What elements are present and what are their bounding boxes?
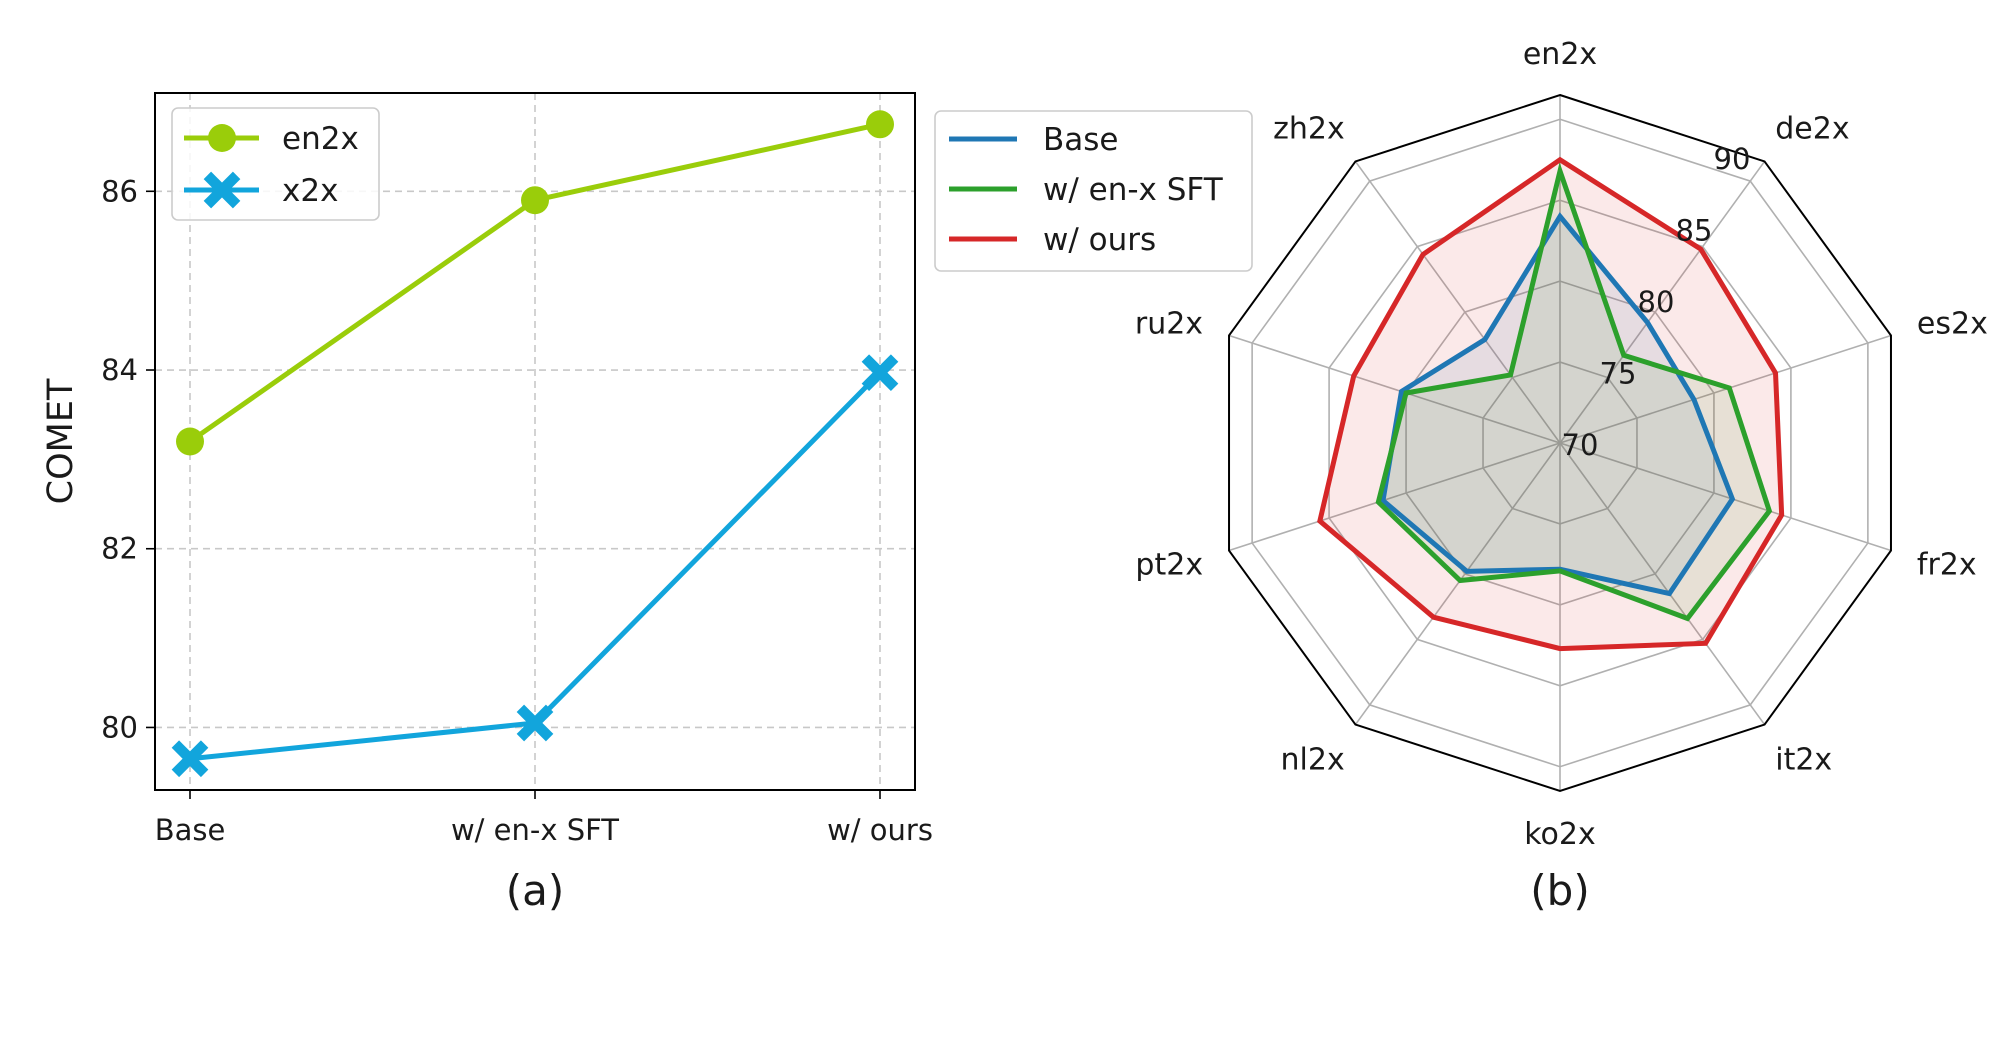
radar-axis-labels: en2x de2x es2x fr2x it2x ko2x nl2x pt2x ru2x zh2x — [1135, 37, 1988, 852]
radar-spoke — [1559, 442, 1892, 552]
radar-axis-label: fr2x — [1917, 548, 1977, 583]
y-tick-label: 82 — [101, 532, 138, 566]
x-tick-label: Base — [155, 813, 226, 847]
radar-chart-panel: en2x de2x es2x fr2x it2x ko2x nl2x pt2x ru2x zh2x… — [934, 37, 1988, 915]
legend-label: w/ ours — [1043, 222, 1156, 258]
radar-axis-label: zh2x — [1273, 111, 1345, 146]
radar-radial-tick-label: 90 — [1714, 142, 1751, 176]
radar-grid — [1228, 93, 1892, 793]
line-chart-caption: (a) — [506, 866, 565, 915]
legend-label: w/ en-x SFT — [1043, 172, 1224, 208]
data-point — [516, 704, 554, 742]
radar-axis-label: es2x — [1917, 306, 1988, 341]
radar-series-fill — [1382, 216, 1733, 594]
radar-radial-tick-label: 80 — [1638, 285, 1675, 319]
data-point — [171, 740, 209, 778]
radar-axis-label: ko2x — [1524, 817, 1596, 852]
radar-series-line-1 — [1375, 162, 1773, 622]
radar-spoke — [1228, 334, 1561, 444]
radar-axis-label: pt2x — [1135, 548, 1203, 583]
legend-label: en2x — [282, 121, 359, 157]
legend-box — [934, 110, 1253, 272]
legend-marker — [208, 124, 236, 152]
radar-spoke — [1228, 442, 1561, 552]
radar-series-fill — [1378, 171, 1770, 619]
radar-series-line-2 — [1317, 156, 1785, 652]
data-point — [861, 354, 899, 392]
radar-axis-label: en2x — [1523, 37, 1597, 72]
radar-axis-label: ru2x — [1135, 306, 1203, 341]
radar-radial-tick-label: 75 — [1600, 357, 1637, 391]
radar-spoke — [1559, 442, 1766, 726]
line-chart-series — [171, 110, 899, 778]
radar-axis-label: nl2x — [1281, 743, 1345, 778]
radar-chart-caption: (b) — [1530, 866, 1589, 915]
legend-label: Base — [1043, 122, 1119, 158]
data-point — [866, 110, 894, 139]
radar-outer-frame — [1228, 93, 1892, 793]
data-point — [176, 427, 204, 456]
radar-spoke — [1354, 442, 1561, 726]
radar-radial-tick-label: 85 — [1676, 214, 1713, 248]
x-tick-label: w/ en-x SFT — [451, 813, 619, 847]
radar-radial-ticks: 70 75 80 85 90 — [1562, 142, 1751, 462]
radar-spoke — [1354, 160, 1561, 444]
legend-label: x2x — [282, 173, 338, 209]
y-tick-label: 86 — [101, 174, 138, 208]
y-axis-label: COMET — [41, 378, 81, 504]
radar-axis-label: it2x — [1775, 743, 1832, 778]
data-point — [521, 186, 549, 215]
radar-radial-tick-label: 70 — [1562, 428, 1599, 462]
radar-axis-label: de2x — [1775, 111, 1849, 146]
radar-legend: Base w/ en-x SFT w/ ours — [934, 110, 1253, 272]
line-chart-panel: Base w/ en-x SFT w/ ours 80 82 84 86 COMET (a)… — [41, 92, 933, 915]
y-tick-label: 84 — [101, 353, 138, 387]
line-chart-ticks: Base w/ en-x SFT w/ ours 80 82 84 86 — [101, 174, 933, 847]
legend-marker — [203, 171, 241, 209]
radar-spoke — [1559, 160, 1766, 444]
y-tick-label: 80 — [101, 710, 138, 744]
line-chart-legend: en2x x2x — [171, 107, 380, 221]
radar-series — [1317, 156, 1785, 652]
x-tick-label: w/ ours — [827, 813, 933, 847]
radar-series-fill — [1319, 159, 1782, 649]
